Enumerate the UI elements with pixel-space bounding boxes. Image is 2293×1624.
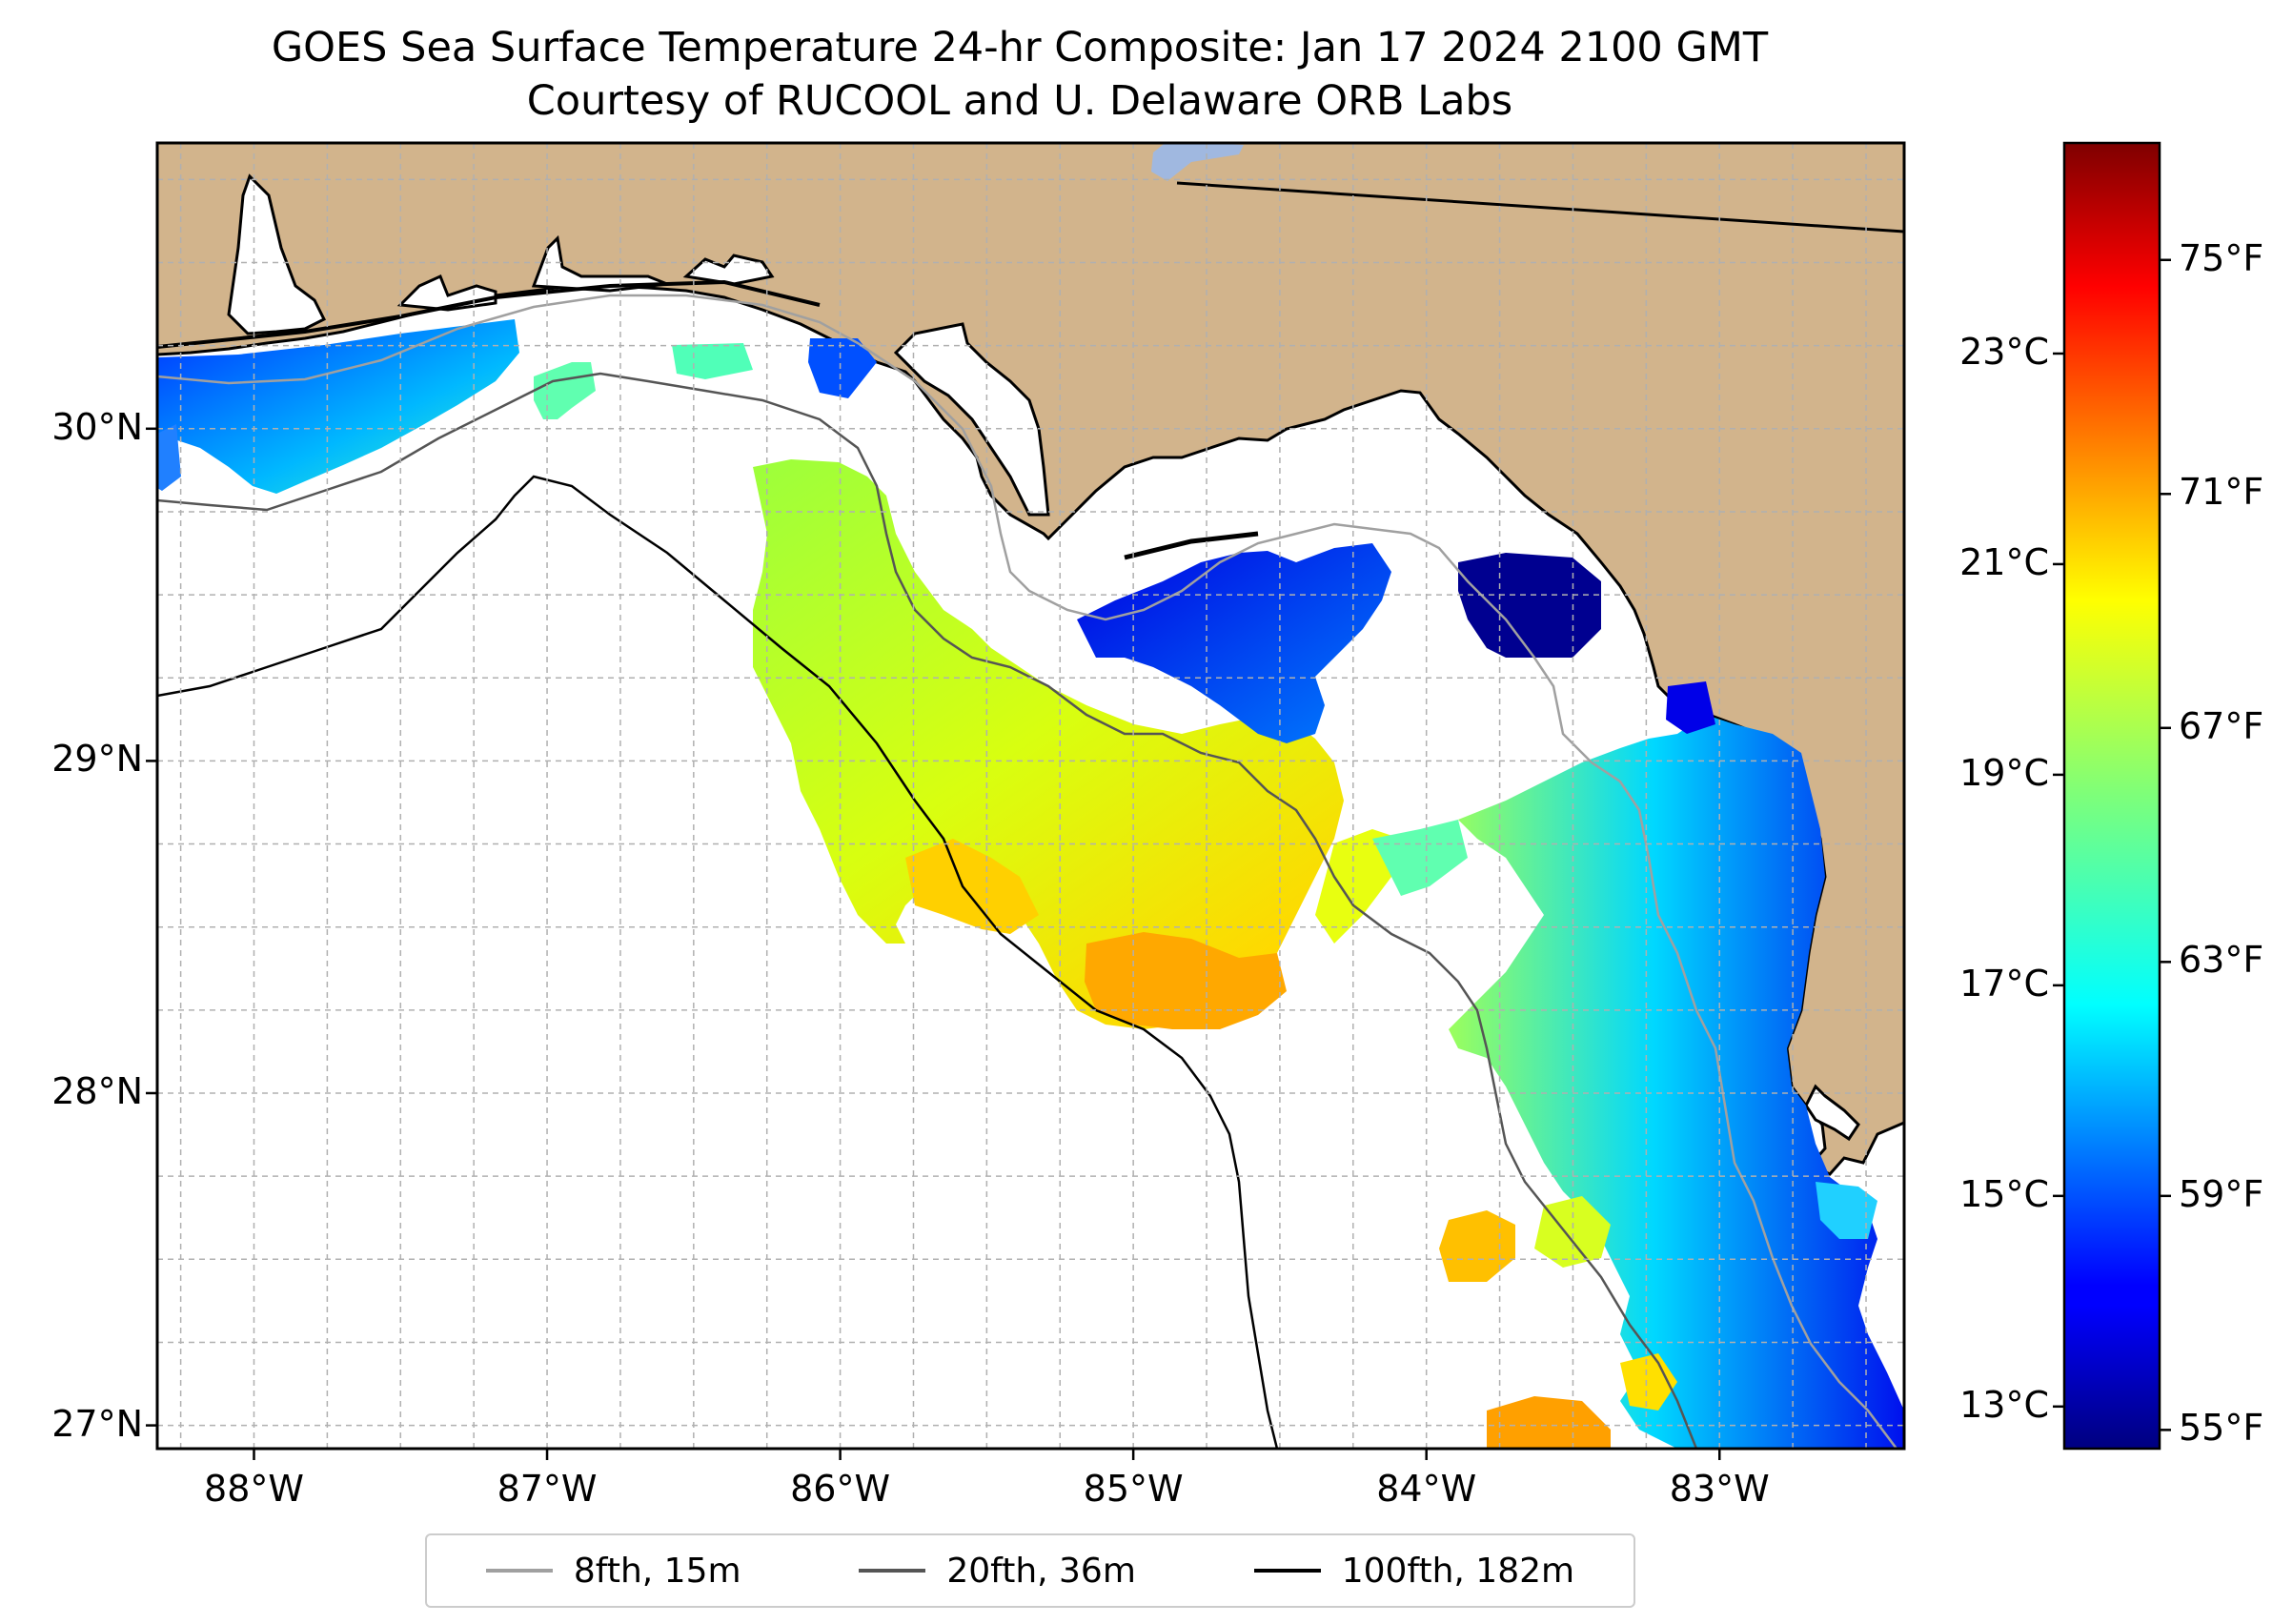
lon-tick-label: 84°W [1376, 1468, 1477, 1510]
legend-item-8fth: 8fth, 15m [485, 1551, 741, 1591]
lat-tick-label: 28°N [51, 1069, 143, 1112]
fahrenheit-tick-label: 71°F [2179, 471, 2264, 514]
legend-label-100fth: 100fth, 182m [1341, 1551, 1575, 1591]
fahrenheit-tick-label: 59°F [2179, 1172, 2264, 1215]
celsius-tick-label: 17°C [1959, 962, 2049, 1005]
colorbar [2062, 141, 2161, 1451]
celsius-tick-label: 23°C [1959, 330, 2049, 373]
celsius-tick-label: 19°C [1959, 751, 2049, 794]
lat-tick-label: 30°N [51, 405, 143, 448]
legend-line-8fth [485, 1569, 553, 1573]
lon-tick-label: 86°W [790, 1468, 891, 1510]
lake-seminole [1151, 143, 1244, 181]
contour-legend: 8fth, 15m 20fth, 36m 100fth, 182m [425, 1533, 1635, 1608]
celsius-tick-label: 21°C [1959, 540, 2049, 583]
legend-item-100fth: 100fth, 182m [1253, 1551, 1575, 1591]
legend-line-100fth [1253, 1569, 1321, 1573]
map-subtitle: Courtesy of RUCOOL and U. Delaware ORB L… [526, 77, 1513, 125]
lon-tick-label: 85°W [1083, 1468, 1184, 1510]
celsius-tick-label: 13°C [1959, 1383, 2049, 1426]
mobile-bay [227, 173, 327, 335]
legend-item-20fth: 20fth, 36m [859, 1552, 1136, 1591]
celsius-tick-label: 15°C [1959, 1172, 2049, 1215]
apalachicola-bay [893, 322, 1050, 517]
lat-tick-label: 27°N [51, 1402, 143, 1445]
map-title: GOES Sea Surface Temperature 24-hr Compo… [271, 24, 1769, 71]
legend-label-20fth: 20fth, 36m [946, 1551, 1136, 1591]
map-gridlines [157, 143, 1904, 1449]
fahrenheit-tick-label: 63°F [2179, 939, 2264, 982]
legend-line-20fth [859, 1569, 926, 1573]
map-frame [155, 141, 1906, 1451]
bathymetry-contours [157, 294, 1897, 1449]
legend-label-8fth: 8fth, 15m [573, 1551, 741, 1591]
lon-tick-label: 87°W [497, 1468, 598, 1510]
sst-data-layer [157, 319, 1904, 1449]
tampa-bay [1804, 1084, 1860, 1142]
fahrenheit-tick-label: 55°F [2179, 1407, 2264, 1450]
lon-tick-label: 83°W [1669, 1468, 1770, 1510]
choctawhatchee-bay [531, 234, 668, 293]
lon-tick-label: 88°W [204, 1468, 304, 1510]
fahrenheit-tick-label: 67°F [2179, 704, 2264, 747]
lat-tick-label: 29°N [51, 738, 143, 781]
fahrenheit-tick-label: 75°F [2179, 236, 2264, 279]
